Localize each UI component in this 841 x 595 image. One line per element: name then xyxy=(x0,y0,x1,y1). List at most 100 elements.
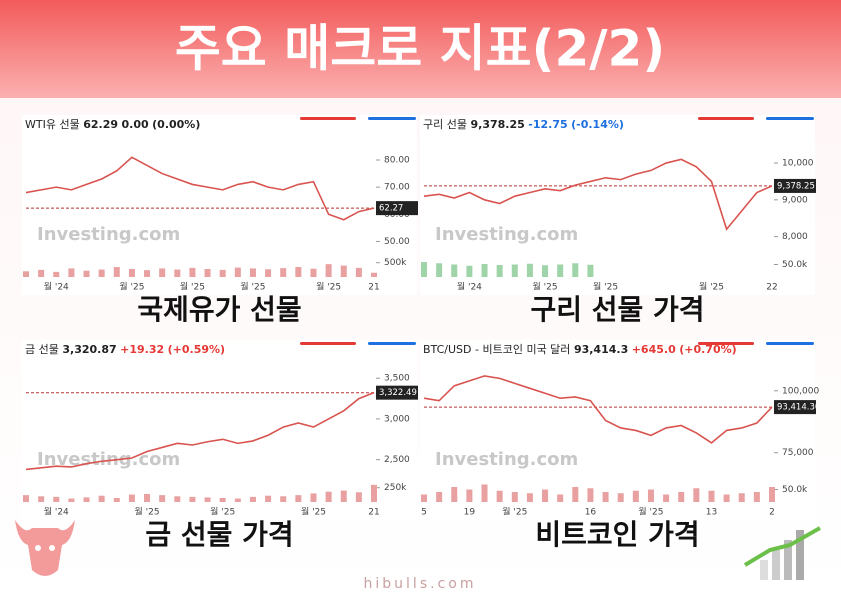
volume-bar xyxy=(113,267,120,277)
volume-bar xyxy=(265,269,272,277)
chart-header: WTI유 선물 62.29 0.00 (0.00%) xyxy=(25,118,200,131)
volume-bar xyxy=(451,264,458,277)
growth-icon xyxy=(743,526,821,580)
volume-bar xyxy=(83,497,90,502)
change-pct: (-0.14%) xyxy=(571,118,624,131)
volume-bar xyxy=(511,264,518,277)
volume-bar xyxy=(481,264,488,277)
y-tick-label: 3,500 xyxy=(384,374,410,384)
volume-bar xyxy=(280,496,287,502)
chart-panel xyxy=(420,115,815,295)
volume-bar xyxy=(68,498,75,502)
instrument-name: 금 선물 xyxy=(25,343,59,356)
watermark: Investing.com xyxy=(37,224,180,245)
volume-bar xyxy=(496,265,503,277)
volume-bar xyxy=(542,489,549,502)
volume-bar xyxy=(204,497,211,502)
instrument-name: BTC/USD - 비트코인 미국 달러 xyxy=(423,343,570,356)
watermark: Investing.com xyxy=(435,224,578,245)
volume-bar xyxy=(144,270,151,277)
volume-bar xyxy=(53,271,60,277)
x-tick-label: 월 '25 xyxy=(316,281,341,293)
volume-bar xyxy=(38,269,45,277)
decor-red xyxy=(698,117,754,120)
volume-bar xyxy=(572,263,579,277)
volume-bar xyxy=(481,484,488,502)
volume-bar xyxy=(325,264,332,277)
volume-bar xyxy=(557,494,564,502)
y-tick-label: 10,000 xyxy=(782,159,814,169)
volume-bar xyxy=(769,487,775,502)
watermark: Investing.com xyxy=(435,449,578,470)
decor-red xyxy=(698,342,754,345)
last-price-tag xyxy=(376,385,418,400)
volume-bar xyxy=(355,267,362,277)
change-pct: (+0.59%) xyxy=(168,343,225,356)
x-tick-label: 월 '25 xyxy=(135,506,160,518)
y-tick-label: 70.00 xyxy=(384,183,410,193)
volume-bar xyxy=(436,263,443,277)
volume-bar xyxy=(23,271,29,277)
x-tick-label: 월 '25 xyxy=(240,281,265,293)
price-line-series xyxy=(423,158,773,231)
volume-bar xyxy=(466,265,473,277)
volume-bar xyxy=(542,265,549,277)
chart-caption: 금 선물 가격 xyxy=(145,518,293,551)
volume-bar xyxy=(159,495,166,502)
volume-bar xyxy=(753,492,760,502)
volume-bar xyxy=(53,496,60,502)
chart-caption: 비트코인 가격 xyxy=(535,518,699,551)
volume-bar xyxy=(587,264,594,277)
volume-bar xyxy=(23,495,29,502)
volume-bar xyxy=(421,494,427,502)
decor-blue xyxy=(368,342,416,345)
y-tick-label: 100,000 xyxy=(782,386,819,396)
x-tick-label: 월 '25 xyxy=(533,281,558,293)
page-title: 주요 매크로 지표(2/2) xyxy=(175,20,665,78)
chart-panel xyxy=(22,115,417,295)
change-pct: (0.00%) xyxy=(152,118,200,131)
last-price-label: 9,378.25 xyxy=(777,181,815,191)
volume-bar xyxy=(632,490,639,502)
volume-bar xyxy=(617,493,624,502)
x-tick-label: 월 '25 xyxy=(593,281,618,293)
y-tick-label: 50.00 xyxy=(384,237,410,247)
volume-bar xyxy=(340,490,347,502)
x-tick-label: 19 xyxy=(464,508,476,518)
last-price-tag xyxy=(774,178,816,193)
volume-bar xyxy=(189,267,196,277)
volume-bar xyxy=(587,488,594,502)
decor-blue xyxy=(766,342,814,345)
volume-bar xyxy=(174,269,181,277)
volume-bar xyxy=(310,493,317,502)
price-line-series xyxy=(423,375,773,444)
volume-bar xyxy=(295,267,302,277)
volume-bar xyxy=(511,492,518,502)
x-tick-label: 월 '24 xyxy=(44,281,69,293)
y-tick-label: 80.00 xyxy=(384,156,410,166)
change: +19.32 xyxy=(120,343,164,356)
chart-header: BTC/USD - 비트코인 미국 달러 93,414.3 +645.0 (+0… xyxy=(423,343,737,356)
y2-tick-label: 250k xyxy=(384,483,407,493)
price-line-series xyxy=(25,156,375,221)
change: -12.75 xyxy=(528,118,567,131)
volume-bar xyxy=(38,496,45,502)
volume-bar xyxy=(421,262,427,277)
header-banner xyxy=(0,0,841,98)
volume-bar xyxy=(310,268,317,277)
volume-bar xyxy=(340,265,347,277)
y-tick-label: 75,000 xyxy=(782,448,814,458)
volume-bar xyxy=(249,268,256,277)
volume-bar xyxy=(83,270,90,277)
volume-bar xyxy=(602,492,609,502)
y-tick-label: 8,000 xyxy=(782,232,808,242)
x-tick-label: 월 '24 xyxy=(44,506,69,518)
volume-bar xyxy=(436,492,443,502)
volume-bar xyxy=(451,487,458,502)
volume-bar xyxy=(572,487,579,502)
change: +645.0 xyxy=(632,343,676,356)
volume-bar xyxy=(219,498,226,502)
last-price-label: 93,414.30 xyxy=(777,403,820,413)
x-tick-label: 21 xyxy=(368,508,379,518)
price: 62.29 xyxy=(83,118,118,131)
